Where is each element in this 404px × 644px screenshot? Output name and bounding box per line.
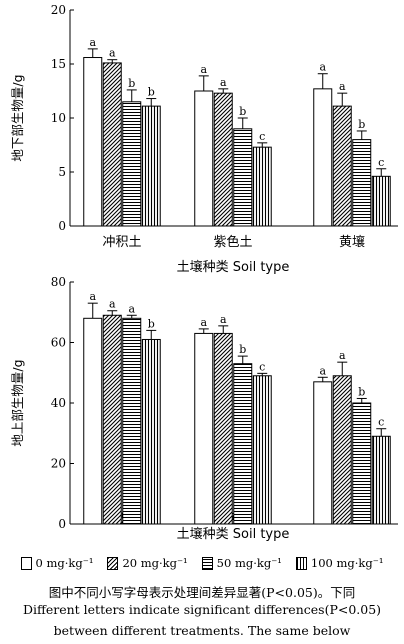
significance-letter: a xyxy=(220,313,227,326)
legend-item-3: 100 mg·kg⁻¹ xyxy=(295,556,384,570)
bar xyxy=(83,57,103,227)
bar xyxy=(352,402,372,525)
bar xyxy=(352,139,372,227)
legend-item-2: 50 mg·kg⁻¹ xyxy=(201,556,282,570)
significance-letter: a xyxy=(200,316,207,329)
bar xyxy=(332,375,352,525)
caption-english-line2: between different treatments. The same b… xyxy=(53,623,351,638)
significance-letter: a xyxy=(109,47,116,60)
legend-swatch-white xyxy=(20,556,32,570)
bar xyxy=(141,338,161,525)
significance-letter: a xyxy=(319,364,326,377)
bar xyxy=(371,435,391,525)
bar xyxy=(102,62,122,227)
significance-letter: b xyxy=(128,77,135,90)
legend-label-3: 100 mg·kg⁻¹ xyxy=(310,556,384,570)
significance-letter: a xyxy=(319,61,326,74)
legend-label-1: 20 mg·kg⁻¹ xyxy=(122,556,188,570)
legend-swatch-diagonal xyxy=(107,556,119,570)
legend-label-0: 0 mg·kg⁻¹ xyxy=(35,556,94,570)
significance-letter: a xyxy=(89,290,96,303)
significance-letter: a xyxy=(89,36,96,49)
legend: 0 mg·kg⁻¹ 20 mg·kg⁻¹ 50 mg·kg⁻¹ 100 mg·k… xyxy=(0,552,404,574)
significance-letter: c xyxy=(259,360,265,373)
y-tick-label: 15 xyxy=(51,57,66,71)
significance-letter: a xyxy=(220,76,227,89)
bar xyxy=(252,375,272,525)
bar xyxy=(141,105,161,227)
significance-letter: a xyxy=(339,80,346,93)
y-tick-label: 20 xyxy=(51,457,66,471)
y-tick-label: 40 xyxy=(51,396,66,410)
legend-swatch-vertical xyxy=(295,556,307,570)
caption-chinese: 图中不同小写字母表示处理间差异显著(P<0.05)。下同 xyxy=(48,585,356,600)
significance-letter: a xyxy=(128,302,135,315)
significance-letter: b xyxy=(358,118,365,131)
significance-letter: b xyxy=(239,105,246,118)
bar xyxy=(194,332,214,525)
bar xyxy=(213,332,233,525)
significance-letter: c xyxy=(378,156,384,169)
bar xyxy=(371,175,391,227)
bar xyxy=(194,90,214,227)
significance-letter: b xyxy=(148,317,155,330)
bar xyxy=(102,314,122,525)
x-category-label: 紫色土 xyxy=(213,234,252,250)
significance-letter: b xyxy=(148,86,155,99)
x-axis-label: 土壤种类 Soil type xyxy=(177,526,290,542)
legend-swatch-horizontal xyxy=(201,556,213,570)
bar xyxy=(252,146,272,227)
bar xyxy=(122,101,142,227)
y-axis-label: 地上部生物量/g xyxy=(10,359,25,446)
significance-letter: c xyxy=(259,130,265,143)
x-category-label: 黄壤 xyxy=(339,234,365,250)
y-tick-label: 0 xyxy=(58,517,66,531)
bar xyxy=(332,105,352,227)
x-category-label: 冲积土 xyxy=(102,235,141,250)
bar xyxy=(313,88,333,227)
legend-item-0: 0 mg·kg⁻¹ xyxy=(20,556,94,570)
bar xyxy=(233,363,253,525)
y-axis-label: 地下部生物量/g xyxy=(10,74,25,161)
bar xyxy=(122,317,142,525)
legend-item-1: 20 mg·kg⁻¹ xyxy=(107,556,188,570)
y-tick-label: 10 xyxy=(51,111,66,125)
significance-letter: c xyxy=(378,416,384,429)
bar xyxy=(213,92,233,227)
bar xyxy=(83,317,103,525)
y-tick-label: 5 xyxy=(58,165,66,179)
significance-letter: a xyxy=(200,63,207,76)
x-axis-label: 土壤种类 Soil type xyxy=(177,259,290,275)
y-tick-label: 60 xyxy=(51,336,66,350)
caption-english-line1: Different letters indicate significant d… xyxy=(22,602,382,617)
y-tick-label: 20 xyxy=(51,3,66,17)
significance-letter: b xyxy=(239,343,246,356)
bar xyxy=(313,381,333,525)
y-tick-label: 80 xyxy=(51,275,66,289)
significance-letter: b xyxy=(358,385,365,398)
legend-label-2: 50 mg·kg⁻¹ xyxy=(216,556,282,570)
y-tick-label: 0 xyxy=(58,219,66,233)
bar xyxy=(233,128,253,227)
significance-letter: a xyxy=(109,298,116,311)
significance-letter: a xyxy=(339,349,346,362)
